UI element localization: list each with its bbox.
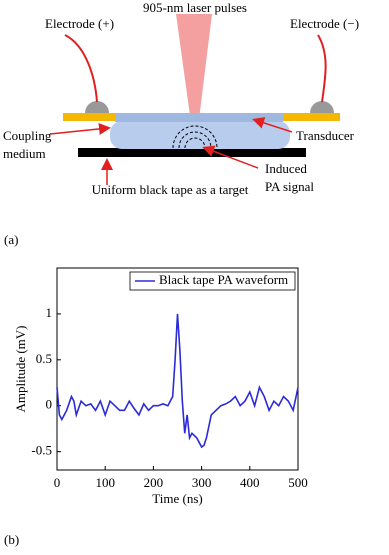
arrow-transducer [252, 117, 293, 133]
plot-frame [56, 267, 299, 471]
contact-right [310, 101, 334, 113]
signal-label: PA signal [265, 179, 314, 194]
x-tick-label: 500 [288, 475, 308, 490]
transducer-label: Transducer [296, 128, 355, 143]
y-tick-label: 0.5 [36, 351, 52, 366]
x-axis-label: Time (ns) [152, 491, 202, 506]
black-tape [78, 148, 306, 157]
wire-right [317, 34, 327, 103]
legend-label: Black tape PA waveform [159, 272, 288, 287]
x-tick-label: 400 [240, 475, 260, 490]
pa-waves [172, 125, 218, 149]
contact-left [85, 101, 109, 113]
target-label: Uniform black tape as a target [92, 182, 249, 197]
waveform [56, 313, 299, 449]
panel-label: (a) [4, 232, 18, 247]
panel-label: (b) [4, 532, 19, 547]
signal-label: Induced [265, 161, 307, 176]
arrow-coupling [49, 122, 111, 135]
laser-beam [176, 14, 212, 152]
wire-left [64, 34, 98, 103]
laser-label: 905-nm laser pulses [143, 0, 247, 15]
y-tick-label: 0 [46, 397, 53, 412]
y-axis-label: Amplitude (mV) [13, 325, 28, 412]
transducer [115, 113, 283, 122]
chart: 0 100 200 300 400 500 -0.5 0 0.5 1 Time (ns) Amplit… [13, 267, 308, 506]
y-tick-label: 1 [46, 305, 53, 320]
x-tick-label: 300 [192, 475, 212, 490]
x-tick-label: 0 [54, 475, 61, 490]
y-tick-label: -0.5 [31, 443, 52, 458]
electrode-label: Electrode (−) [290, 16, 359, 31]
coupling-label: medium [3, 146, 46, 161]
x-tick-label: 200 [144, 475, 164, 490]
electrode-label: Electrode (+) [45, 16, 114, 31]
arrow-signal [202, 145, 259, 169]
electrode-left [63, 113, 115, 121]
legend-box [129, 271, 296, 291]
diagram: 905-nm laser pulses Electrode (+) Electr… [3, 0, 359, 197]
electrode-right [283, 113, 340, 121]
coupling-medium [110, 121, 290, 149]
coupling-label: Coupling [3, 128, 52, 143]
x-tick-label: 100 [95, 475, 115, 490]
